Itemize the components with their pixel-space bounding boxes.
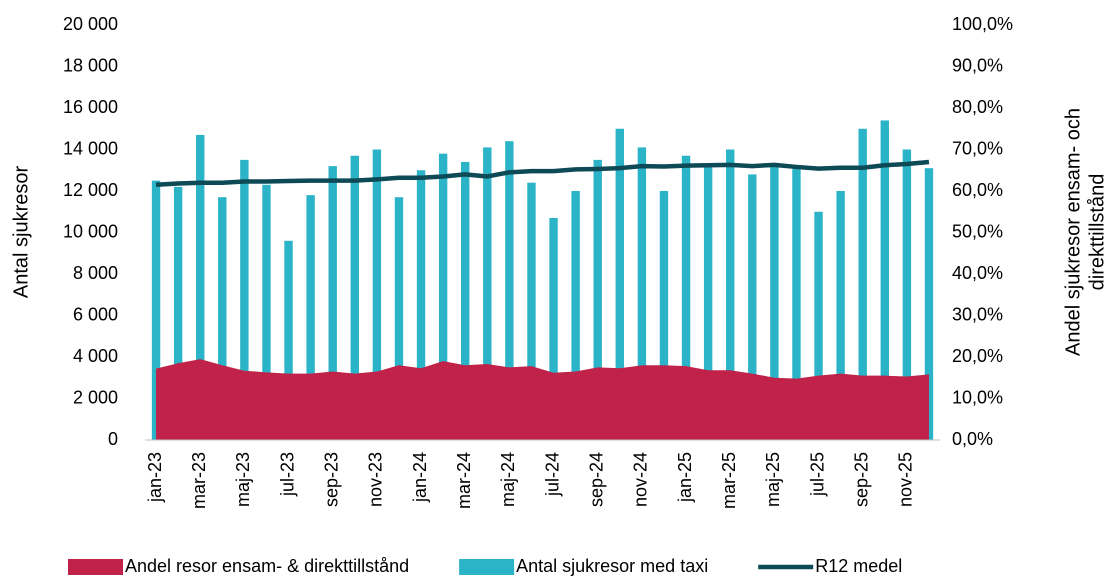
x-tick-label: maj-23 xyxy=(233,452,253,507)
area xyxy=(156,359,929,440)
y-tick-label: 16 000 xyxy=(63,97,118,117)
bar xyxy=(438,153,448,440)
y-tick-label: 10 000 xyxy=(63,221,118,241)
y2-tick-label: 40,0% xyxy=(952,263,1003,283)
x-tick-label: nov-25 xyxy=(896,452,916,507)
y2-tick-label: 80,0% xyxy=(952,97,1003,117)
bar xyxy=(262,184,271,440)
x-tick-label: jan-23 xyxy=(145,452,165,503)
legend-label: Antal sjukresor med taxi xyxy=(516,556,708,576)
bar xyxy=(328,166,337,440)
bar xyxy=(218,197,227,440)
x-tick-label: mar-23 xyxy=(189,452,209,509)
legend-swatch xyxy=(459,559,515,575)
x-tick-label: jul-24 xyxy=(542,452,562,497)
y-tick-label: 2 000 xyxy=(73,387,118,407)
y2-tick-label: 20,0% xyxy=(952,346,1003,366)
bar xyxy=(924,168,934,441)
bar xyxy=(593,159,602,440)
bar xyxy=(240,159,249,440)
bar xyxy=(858,128,867,440)
bar xyxy=(284,240,293,440)
x-tick-label: jan-24 xyxy=(410,452,430,503)
bar xyxy=(726,149,735,440)
x-tick-label: maj-24 xyxy=(498,452,518,507)
bar xyxy=(748,174,757,440)
y2-tick-label: 60,0% xyxy=(952,180,1003,200)
y-tick-label: 0 xyxy=(108,429,118,449)
y2-tick-label: 30,0% xyxy=(952,304,1003,324)
bar xyxy=(681,155,691,440)
bar xyxy=(461,161,470,440)
bar xyxy=(549,217,558,440)
bar xyxy=(196,134,205,440)
x-tick-label: maj-25 xyxy=(763,452,783,507)
bar xyxy=(151,180,161,440)
bar xyxy=(792,168,801,441)
y-tick-label: 4 000 xyxy=(73,346,118,366)
y2-axis-title: Andel sjukresor ensam- och xyxy=(1062,108,1084,356)
x-tick-label: sep-23 xyxy=(321,452,341,507)
bar xyxy=(416,170,426,440)
y2-tick-label: 0,0% xyxy=(952,429,993,449)
y2-tick-label: 70,0% xyxy=(952,138,1003,158)
x-tick-label: mar-24 xyxy=(454,452,474,509)
y2-tick-label: 90,0% xyxy=(952,55,1003,75)
y-tick-label: 20 000 xyxy=(63,14,118,34)
bar xyxy=(615,128,624,440)
bar xyxy=(483,147,492,441)
bar xyxy=(372,149,382,440)
bar xyxy=(637,147,647,441)
bar xyxy=(703,166,713,440)
y-axis-title: Antal sjukresor xyxy=(10,166,32,299)
y-tick-label: 6 000 xyxy=(73,304,118,324)
bar xyxy=(659,191,669,440)
bar xyxy=(173,186,183,440)
legend-swatch xyxy=(68,559,123,575)
bar xyxy=(505,141,514,440)
x-tick-label: jul-25 xyxy=(807,452,827,497)
x-tick-label: jan-25 xyxy=(675,452,695,503)
y-tick-label: 12 000 xyxy=(63,180,118,200)
bar xyxy=(394,197,404,440)
bar xyxy=(527,182,536,440)
bar xyxy=(571,191,580,440)
y-tick-label: 8 000 xyxy=(73,263,118,283)
bar xyxy=(902,149,912,440)
bar xyxy=(836,191,845,440)
line xyxy=(155,159,930,188)
bar xyxy=(814,211,823,440)
bar xyxy=(350,155,359,440)
y2-tick-label: 100,0% xyxy=(952,14,1013,34)
legend-label: R12 medel xyxy=(815,556,902,576)
y-tick-label: 14 000 xyxy=(63,138,118,158)
x-tick-label: jul-23 xyxy=(277,452,297,497)
x-tick-label: mar-25 xyxy=(719,452,739,509)
x-tick-label: sep-25 xyxy=(851,452,871,507)
x-tick-label: nov-24 xyxy=(631,452,651,507)
bar xyxy=(880,120,889,440)
x-tick-label: nov-23 xyxy=(366,452,386,507)
y-tick-label: 18 000 xyxy=(63,55,118,75)
y2-tick-label: 50,0% xyxy=(952,221,1003,241)
x-tick-label: sep-24 xyxy=(586,452,606,507)
bar xyxy=(306,195,315,440)
y2-tick-label: 10,0% xyxy=(952,387,1003,407)
y2-axis-title: direkttillstånd xyxy=(1086,174,1108,291)
bar xyxy=(770,166,779,440)
legend-label: Andel resor ensam- & direkttillstånd xyxy=(125,556,409,576)
